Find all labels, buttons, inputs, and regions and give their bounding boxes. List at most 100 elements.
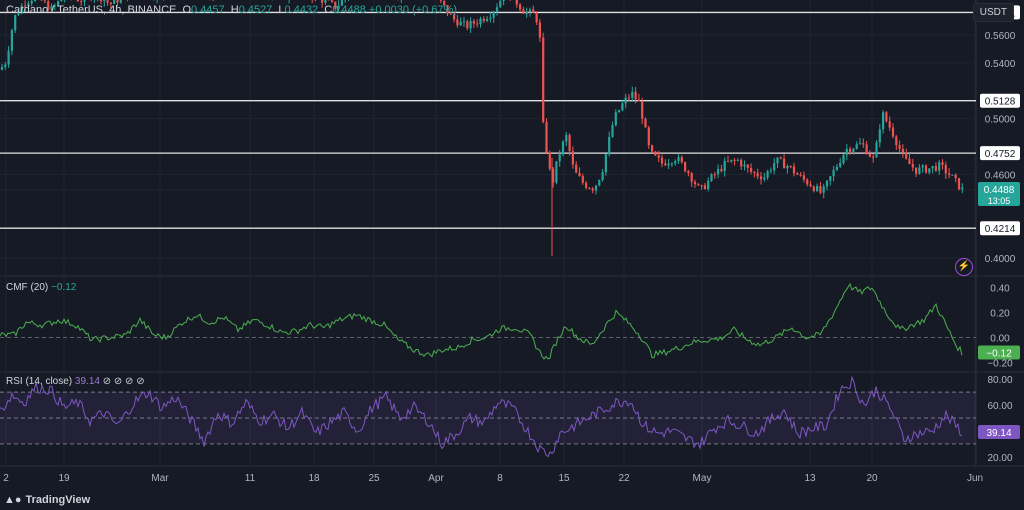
- candle-body: [109, 2, 112, 4]
- candle-body: [482, 18, 485, 21]
- candle-body: [657, 155, 660, 158]
- rsi-tick-label: 60.00: [987, 401, 1012, 412]
- candle-body: [575, 164, 578, 173]
- candle-body: [47, 1, 50, 10]
- cmf-line: [0, 282, 963, 360]
- cmf-value-label: −0.12: [986, 349, 1012, 360]
- candle-body: [532, 9, 535, 14]
- candle-body: [321, 0, 324, 3]
- candle-body: [885, 112, 888, 122]
- candle-body: [740, 159, 743, 167]
- candle-body: [898, 145, 901, 149]
- candle-body: [604, 154, 607, 173]
- close-value: 0.4488: [332, 4, 366, 16]
- candle-body: [492, 12, 495, 18]
- time-tick-label: 8: [497, 473, 503, 484]
- symbol-legend: Cardano / TetherUS, 4h, BINANCE O0.4457 …: [6, 4, 457, 16]
- candle-body: [558, 154, 561, 162]
- candle-body: [934, 166, 937, 171]
- candle-body: [954, 174, 957, 179]
- candle-body: [667, 163, 670, 166]
- candle-body: [713, 174, 716, 176]
- candle-body: [443, 0, 446, 6]
- candle-body: [651, 145, 654, 152]
- candle-body: [578, 172, 581, 177]
- candle-body: [783, 158, 786, 169]
- visibility-icons[interactable]: ⊘ ⊘ ⊘ ⊘: [102, 376, 145, 387]
- candle-body: [535, 13, 538, 23]
- candle-body: [637, 99, 640, 102]
- candle-body: [842, 154, 845, 163]
- tradingview-logo-icon: ▲●: [4, 494, 22, 506]
- candle-body: [730, 159, 733, 162]
- candle-body: [895, 136, 898, 146]
- cmf-tick-label: 0.40: [990, 284, 1010, 295]
- price-tick-label: 0.5000: [985, 115, 1016, 126]
- candle-body: [631, 91, 634, 98]
- price-axis[interactable]: 0.57610.56000.54000.51280.50000.47520.46…: [978, 5, 1020, 464]
- cmf-legend-value: −0.12: [51, 282, 77, 293]
- candle-body: [829, 176, 832, 181]
- cmf-tick-label: 0.20: [990, 309, 1010, 320]
- change-value: +0.0030 (+0.67%): [368, 4, 457, 16]
- candle-body: [855, 144, 858, 149]
- time-tick-label: Jun: [967, 473, 983, 484]
- candle-body: [858, 143, 862, 145]
- candle-body: [875, 142, 878, 158]
- candle-body: [753, 171, 756, 173]
- lightning-icon[interactable]: ⚡: [955, 258, 973, 276]
- candle-body: [337, 5, 340, 9]
- candle-body: [80, 1, 83, 3]
- candle-body: [710, 174, 713, 181]
- candle-body: [786, 165, 789, 169]
- candle-body: [868, 154, 871, 157]
- candle-body: [334, 1, 337, 9]
- candle-body: [802, 175, 805, 180]
- candle-body: [684, 162, 687, 172]
- candle-body: [542, 37, 545, 123]
- candle-body: [486, 18, 489, 21]
- candle-body: [555, 161, 558, 183]
- candle-body: [924, 165, 928, 173]
- candle-body: [53, 5, 56, 7]
- price-candles: [0, 0, 964, 256]
- candle-body: [621, 103, 624, 111]
- candle-body: [466, 21, 469, 29]
- candle-body: [446, 5, 449, 14]
- time-axis[interactable]: 2 19 Mar 11 18 25 Apr 8 15 22 May 13 20 Jun: [3, 473, 983, 484]
- cmf-indicator: [0, 282, 976, 360]
- candle-body: [776, 157, 779, 164]
- rsi-line: [0, 375, 963, 458]
- candle-body: [581, 176, 584, 183]
- tradingview-brand[interactable]: ▲● TradingView: [4, 494, 90, 506]
- time-tick-label: 22: [618, 473, 630, 484]
- candle-body: [674, 161, 677, 164]
- candle-body: [116, 0, 119, 3]
- currency-button[interactable]: USDT: [972, 3, 1014, 22]
- candle-body: [849, 148, 852, 152]
- candle-body: [83, 0, 86, 2]
- candle-body: [944, 164, 947, 174]
- candle-body: [865, 144, 868, 155]
- candle-body: [796, 173, 799, 175]
- time-tick-label: May: [693, 473, 712, 484]
- open-value: 0.4457: [191, 4, 225, 16]
- candle-body: [697, 184, 700, 186]
- candle-body: [10, 30, 13, 51]
- candle-body: [57, 1, 60, 6]
- time-tick-label: 19: [58, 473, 70, 484]
- candle-body: [680, 157, 683, 163]
- candle-body: [792, 166, 796, 174]
- candle-body: [703, 185, 706, 190]
- rsi-legend[interactable]: RSI (14, close) 39.14 ⊘ ⊘ ⊘ ⊘: [6, 376, 145, 387]
- candle-body: [845, 148, 848, 155]
- cmf-legend[interactable]: CMF (20) −0.12: [6, 282, 76, 293]
- candle-body: [756, 172, 759, 177]
- price-levels[interactable]: [0, 11, 976, 229]
- candle-body: [766, 171, 769, 178]
- candle-body: [568, 134, 571, 152]
- time-tick-label: Mar: [151, 473, 169, 484]
- candle-body: [538, 22, 541, 38]
- candle-body: [733, 159, 736, 161]
